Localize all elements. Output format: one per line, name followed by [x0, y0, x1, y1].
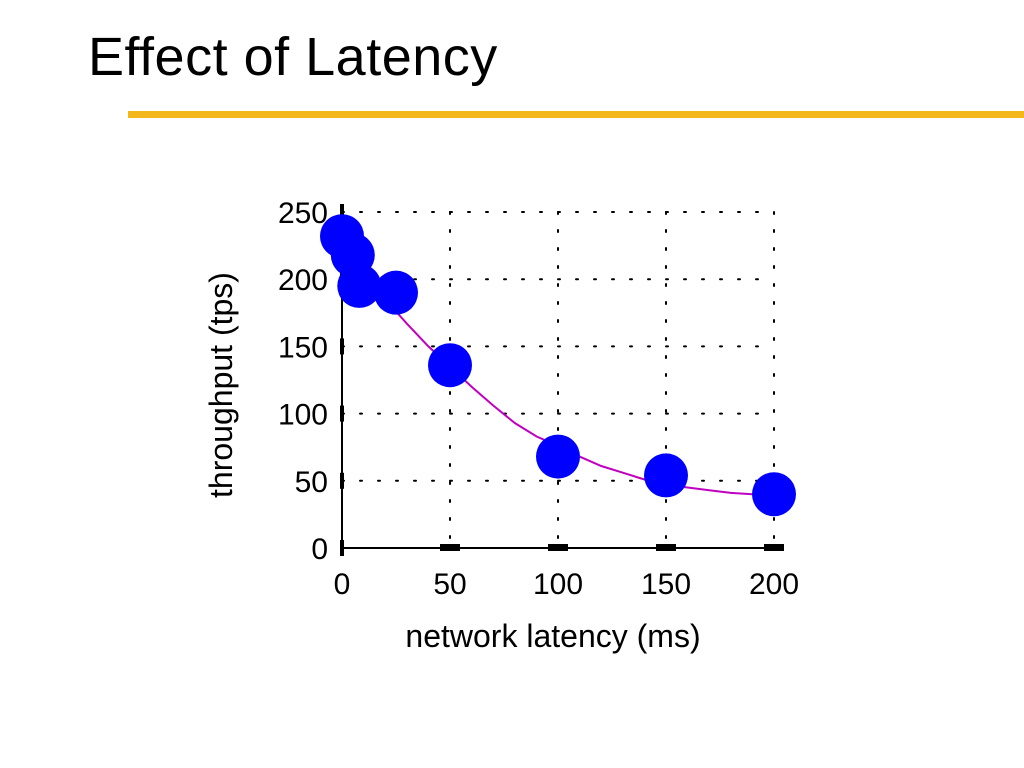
- data-point: [752, 472, 796, 517]
- chart-grid: [341, 211, 775, 549]
- y-axis-title: throughput (tps): [203, 272, 239, 498]
- y-tick-mark: [340, 204, 344, 220]
- data-point: [337, 263, 382, 308]
- y-tick-label: 0: [311, 533, 328, 566]
- chart-ticks: [340, 204, 784, 556]
- x-tick-mark: [656, 544, 676, 551]
- y-tick-label: 50: [295, 466, 328, 499]
- data-point: [536, 434, 580, 479]
- x-tick-label: 200: [749, 568, 799, 601]
- chart-tick-labels: 0 50 100 150 200 250 0 50 100 150 200: [278, 197, 799, 601]
- title-underline-rule: [128, 111, 1024, 118]
- slide-title: Effect of Latency: [88, 27, 498, 87]
- y-tick-mark: [340, 405, 344, 422]
- y-tick-mark: [340, 338, 344, 355]
- y-tick-mark: [340, 540, 344, 556]
- x-tick-mark: [764, 544, 784, 551]
- chart-axes: [341, 204, 784, 549]
- data-point: [374, 270, 418, 315]
- data-point: [644, 453, 688, 498]
- data-point: [428, 343, 472, 388]
- y-tick-label: 200: [278, 264, 328, 297]
- chart-points: [320, 214, 796, 517]
- x-tick-label: 100: [533, 568, 583, 601]
- x-tick-mark: [548, 544, 568, 551]
- y-tick-mark: [340, 472, 344, 489]
- x-tick-mark: [440, 544, 460, 551]
- x-tick-label: 150: [641, 568, 691, 601]
- x-tick-label: 0: [334, 568, 351, 601]
- y-tick-label: 100: [278, 399, 328, 432]
- x-axis-title: network latency (ms): [405, 618, 700, 654]
- x-tick-label: 50: [433, 568, 466, 601]
- y-tick-label: 150: [278, 331, 328, 364]
- y-tick-label: 250: [278, 197, 328, 230]
